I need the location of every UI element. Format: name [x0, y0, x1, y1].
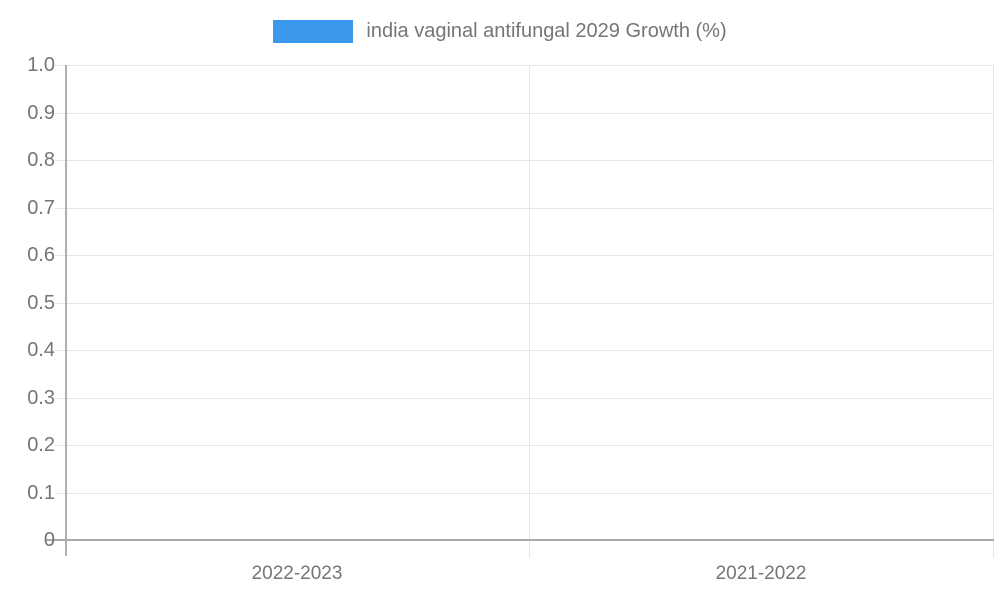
- y-tick-label: 0.6: [27, 244, 55, 266]
- y-tick-label: 0.2: [27, 434, 55, 456]
- y-axis-line: [65, 65, 67, 556]
- y-tick-label: 0: [43, 529, 55, 551]
- y-tick-label: 1.0: [27, 54, 55, 76]
- y-tick-label: 0.7: [27, 196, 55, 219]
- legend-color-swatch: [273, 20, 354, 43]
- y-gridline: [55, 492, 993, 494]
- x-gridline: [529, 65, 530, 558]
- y-tick-label: 0.8: [27, 149, 55, 171]
- y-gridline: [55, 207, 993, 209]
- x-tick-label: 2022-2023: [251, 563, 343, 584]
- y-gridline: [55, 397, 993, 399]
- y-gridline: [55, 302, 993, 304]
- y-gridline: [55, 445, 993, 446]
- y-gridline: [55, 350, 993, 351]
- y-tick-label: 0.3: [27, 386, 55, 409]
- chart-legend: india vaginal antifungal 2029 Growth (%): [0, 20, 1000, 43]
- y-tick-label: 0.4: [27, 339, 55, 361]
- x-tick-label: 2021-2022: [715, 563, 807, 584]
- x-axis-baseline: [45, 539, 994, 541]
- y-tick-label: 0.9: [27, 101, 55, 124]
- y-gridline: [55, 160, 993, 161]
- y-tick-label: 0.5: [27, 291, 55, 314]
- chart-title: india vaginal antifungal 2029 Growth (%): [366, 20, 727, 42]
- x-gridline: [993, 65, 994, 558]
- y-gridline: [55, 65, 993, 66]
- y-gridline: [55, 255, 993, 256]
- y-tick-label: 0.1: [27, 481, 55, 504]
- y-gridline: [55, 112, 993, 114]
